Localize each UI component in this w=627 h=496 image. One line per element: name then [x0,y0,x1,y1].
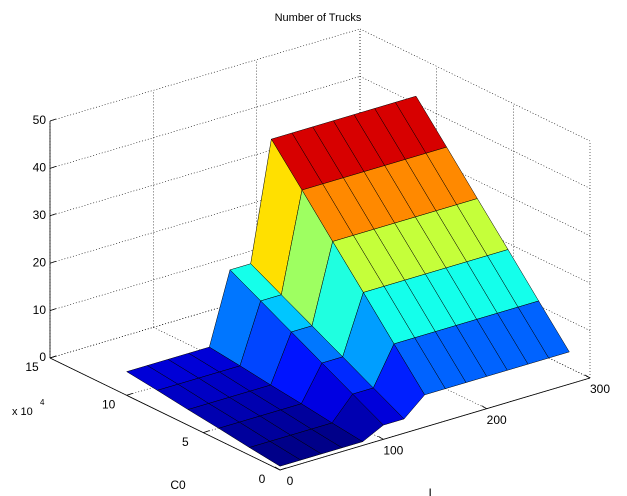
y-tick-label: 10 [102,398,116,412]
tick-mark [481,405,487,410]
z-tick-label: 50 [33,113,47,127]
grid-line [359,76,591,189]
tick-mark [126,392,133,396]
tick-mark [49,213,57,217]
y-tick-label: 5 [182,435,189,449]
surface-face [248,441,302,467]
z-tick-label: 0 [39,350,46,364]
tick-mark [49,260,57,264]
x-axis-label: L [429,486,436,496]
y-scale-base: x 10 [12,406,33,418]
z-tick-label: 20 [33,255,47,269]
tick-mark [274,466,281,471]
tick-mark [584,374,591,379]
y-tick-label: 15 [25,360,39,374]
tick-mark [49,308,57,311]
tick-mark [378,435,384,440]
z-tick-label: 30 [33,208,47,222]
tick-mark [49,166,57,169]
y-axis [49,357,281,471]
tick-mark [203,430,210,434]
y-scale-exponent: 4 [40,398,45,407]
y-tick-label: 0 [259,472,266,486]
y-axis-label: C0 [170,478,186,492]
x-axis [279,377,591,471]
x-tick-label: 300 [590,382,610,396]
chart-title: Number of Trucks [275,12,362,24]
x-tick-label: 0 [287,474,294,488]
x-tick-label: 100 [383,444,403,458]
tick-mark [49,118,57,122]
tick-mark [279,467,287,471]
tick-mark [49,355,57,359]
z-tick-label: 10 [33,303,47,317]
x-tick-label: 200 [487,413,507,427]
z-tick-label: 40 [33,161,47,175]
grid-line [359,28,591,142]
